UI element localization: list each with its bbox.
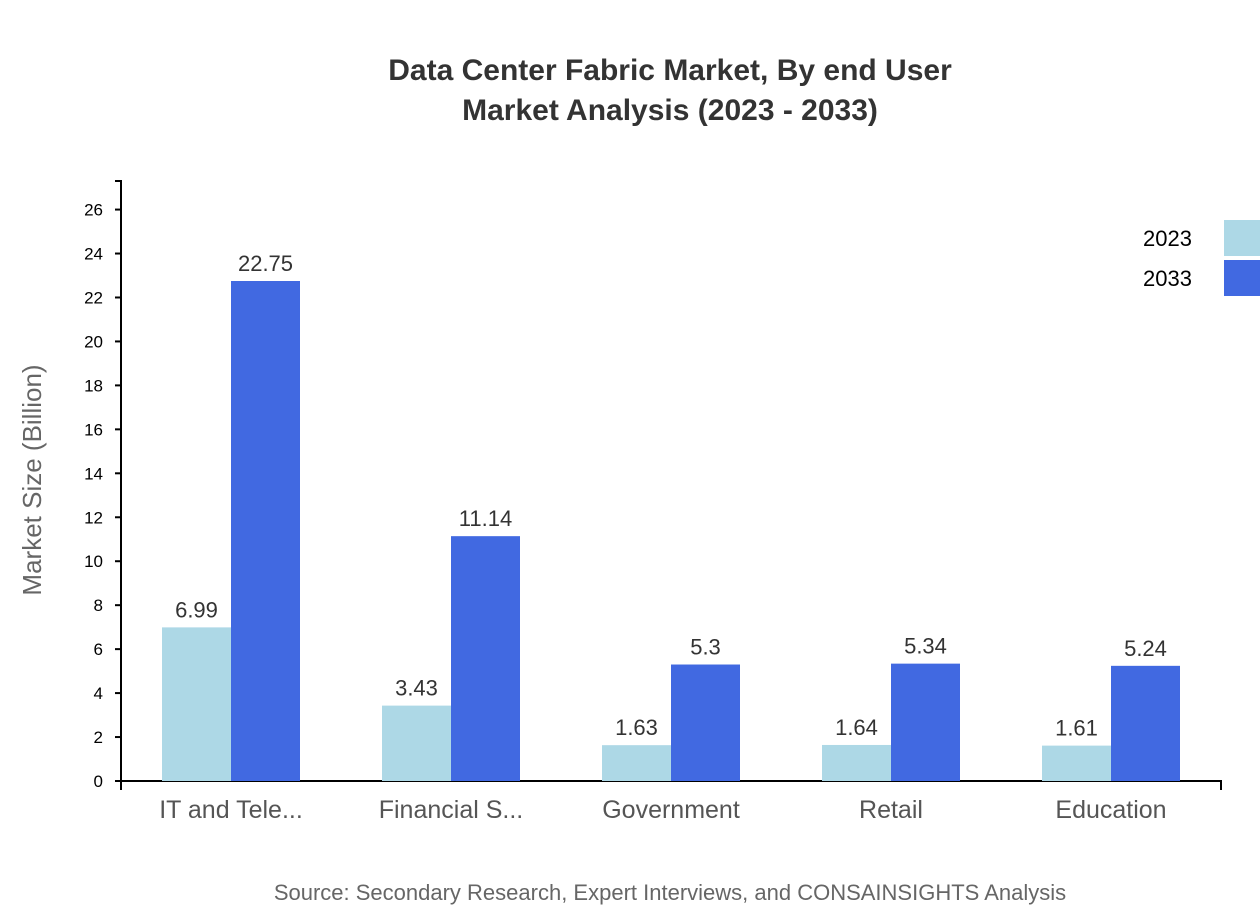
legend-label-2033: 2033	[1143, 266, 1192, 291]
y-tick-label: 18	[84, 376, 103, 395]
y-tick-label: 6	[94, 640, 103, 659]
data-label-2033: 22.75	[238, 251, 293, 276]
x-tick-label: IT and Tele...	[159, 796, 303, 824]
chart-title-line-2: Market Analysis (2023 - 2033)	[462, 94, 878, 127]
data-label-2023: 3.43	[395, 676, 438, 701]
y-tick-label: 2	[94, 728, 103, 747]
y-tick-label: 0	[94, 772, 103, 791]
y-tick-label: 10	[84, 552, 103, 571]
y-tick-label: 8	[94, 596, 103, 615]
x-tick-label: Financial S...	[379, 796, 524, 824]
legend-swatch-2033	[1224, 260, 1260, 296]
y-tick-label: 16	[84, 420, 103, 439]
x-tick-label: Retail	[859, 796, 923, 824]
y-tick-label: 26	[84, 201, 103, 220]
bar-2023	[602, 745, 671, 781]
data-label-2033: 5.34	[904, 634, 947, 659]
bar-2033	[231, 281, 300, 781]
x-tick-label: Government	[602, 796, 740, 824]
bar-2033	[891, 663, 960, 781]
y-tick-label: 20	[84, 332, 103, 351]
y-tick-label: 22	[84, 288, 103, 307]
legend-label-2023: 2023	[1143, 226, 1192, 251]
x-tick-label: Education	[1055, 796, 1166, 824]
bar-2023	[1042, 745, 1111, 781]
y-tick-label: 4	[94, 684, 103, 703]
y-axis-label: Market Size (Billion)	[17, 364, 47, 595]
bar-2033	[671, 664, 740, 781]
bar-2033	[451, 536, 520, 781]
data-label-2033: 5.24	[1124, 636, 1167, 661]
data-label-2033: 11.14	[459, 506, 512, 531]
y-tick-label: 14	[84, 464, 103, 483]
source-note: Source: Secondary Research, Expert Inter…	[274, 880, 1066, 905]
chart-title-line-1: Data Center Fabric Market, By end User	[388, 54, 952, 87]
x-axis-line	[120, 780, 1222, 790]
y-tick-label: 24	[84, 245, 103, 264]
legend-swatch-2023	[1224, 220, 1260, 256]
bar-2023	[382, 705, 451, 781]
bar-2033	[1111, 665, 1180, 781]
bar-2023	[822, 744, 891, 781]
data-label-2023: 1.64	[835, 715, 878, 740]
y-axis-line	[115, 180, 122, 781]
data-label-2023: 1.63	[615, 715, 658, 740]
data-label-2023: 1.61	[1055, 716, 1098, 741]
bar-2023	[162, 627, 231, 781]
data-label-2033: 5.3	[690, 635, 721, 660]
data-label-2023: 6.99	[175, 597, 218, 622]
y-tick-label: 12	[84, 508, 103, 527]
